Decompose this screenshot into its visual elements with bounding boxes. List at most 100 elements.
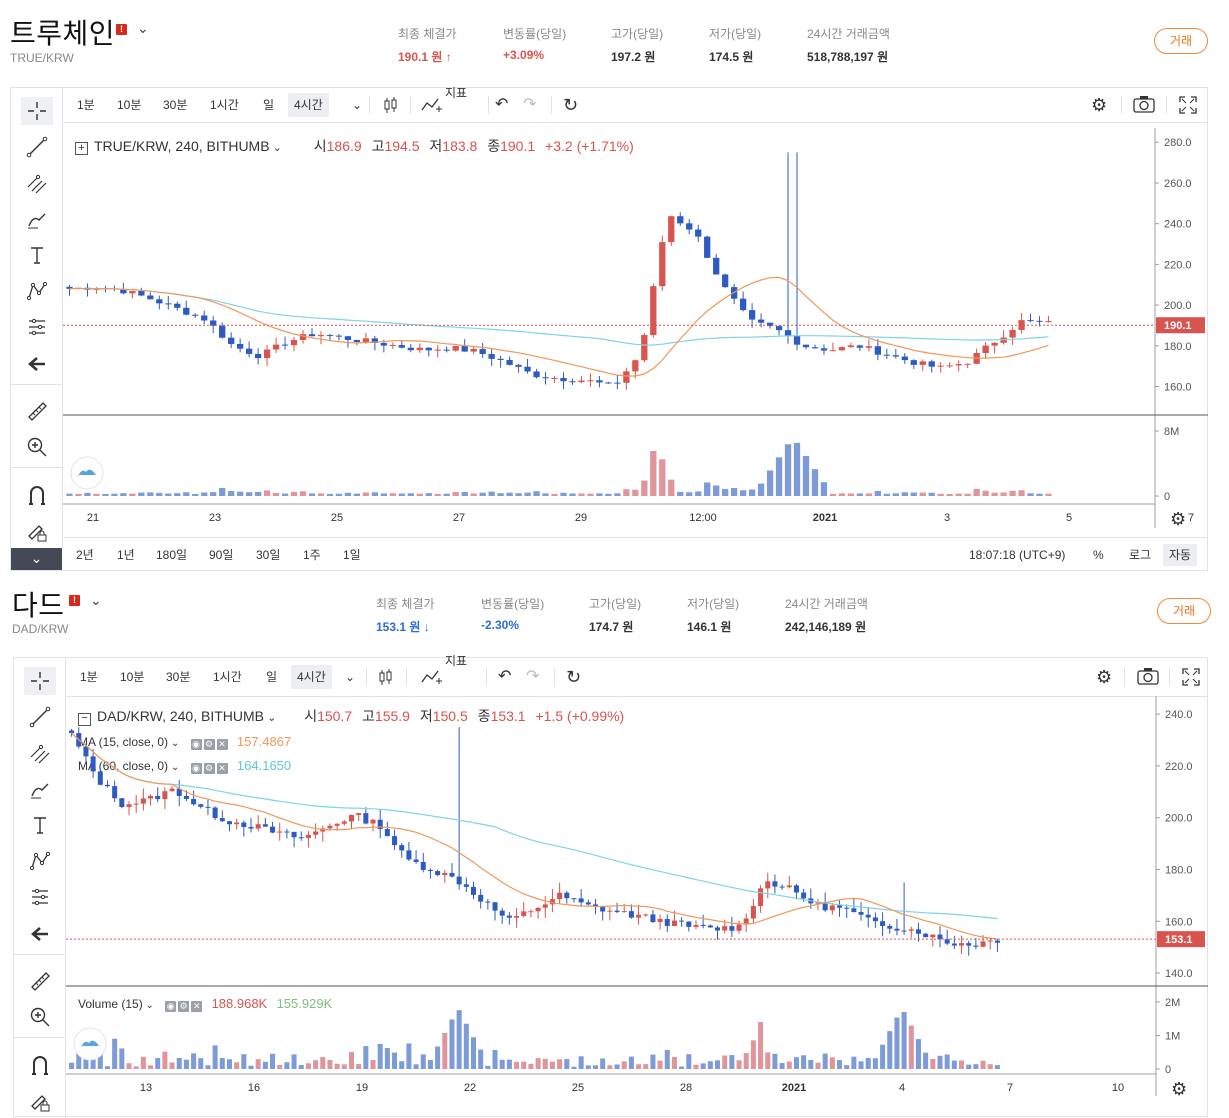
close-icon[interactable]: ✕ [191, 1001, 203, 1012]
reload-icon[interactable]: ↻ [563, 95, 579, 115]
scale-log[interactable]: 로그 [1129, 548, 1152, 562]
camera-icon[interactable] [1133, 88, 1155, 122]
brush-icon[interactable] [21, 205, 53, 233]
pattern-icon[interactable] [24, 847, 56, 875]
magnet-icon[interactable] [21, 481, 53, 509]
gear-icon[interactable]: ⚙ [203, 739, 215, 750]
chevron-down-icon[interactable]: ⌄ [345, 670, 356, 684]
axis-settings-icon[interactable]: ⚙ [1171, 1079, 1187, 1096]
range-1w[interactable]: 1주 [303, 548, 321, 562]
zoom-in-icon[interactable] [24, 1003, 56, 1031]
candle-type-icon[interactable] [383, 88, 399, 122]
lock-pencil-icon[interactable] [21, 518, 53, 546]
crosshair-icon[interactable] [24, 667, 56, 695]
tf-10m[interactable]: 10분 [120, 670, 145, 684]
candle [937, 926, 943, 948]
settings-icon[interactable]: ⚙ [1091, 95, 1108, 115]
ruler-icon[interactable] [24, 967, 56, 995]
settings-icon[interactable]: ⚙ [1096, 667, 1113, 687]
volume-bar [327, 1059, 333, 1069]
eye-icon[interactable]: ◉ [165, 1001, 177, 1012]
crosshair-icon[interactable] [21, 97, 53, 125]
tf-10m[interactable]: 10분 [117, 98, 142, 112]
brush-icon[interactable] [24, 775, 56, 803]
tf-1m[interactable]: 1분 [80, 670, 98, 684]
volume-bar [923, 1052, 929, 1069]
volume-bar [435, 1046, 441, 1069]
tf-30m[interactable]: 30분 [166, 670, 191, 684]
redo-icon[interactable]: ↷ [523, 96, 537, 113]
chevron-down-icon[interactable]: ⌄ [90, 592, 102, 608]
back-arrow-icon[interactable] [21, 350, 53, 378]
close-icon[interactable]: ✕ [216, 763, 228, 774]
collapse-icon[interactable]: ⌄ [11, 548, 62, 570]
candle [865, 339, 873, 352]
range-1y[interactable]: 1년 [117, 548, 135, 562]
tf-4h[interactable]: 4시간 [291, 665, 332, 689]
redo-icon[interactable]: ↷ [526, 668, 540, 685]
eye-icon[interactable]: ◉ [190, 739, 202, 750]
fullscreen-icon[interactable] [1179, 88, 1197, 122]
zoom-in-icon[interactable] [21, 433, 53, 461]
chevron-down-icon[interactable]: ⌄ [137, 20, 149, 36]
tf-30m[interactable]: 30분 [163, 98, 188, 112]
fib-icon[interactable] [24, 740, 56, 768]
trade-button[interactable]: 거래 [1154, 28, 1208, 54]
measure-icon[interactable] [24, 883, 56, 911]
range-90d[interactable]: 90일 [209, 548, 234, 562]
candle [713, 254, 720, 275]
range-30d[interactable]: 30일 [256, 548, 281, 562]
volume-bar [982, 490, 989, 496]
undo-icon[interactable]: ↶ [498, 668, 512, 685]
range-2y[interactable]: 2년 [76, 548, 94, 562]
magnet-icon[interactable] [24, 1051, 56, 1079]
range-180d[interactable]: 180일 [156, 548, 188, 562]
tf-day[interactable]: 일 [266, 670, 278, 684]
tradingview-logo-icon[interactable] [73, 1027, 107, 1061]
volume-bar [205, 1065, 211, 1069]
camera-icon[interactable] [1137, 658, 1159, 692]
lock-pencil-icon[interactable] [24, 1088, 56, 1116]
range-1d[interactable]: 1일 [343, 548, 361, 562]
undo-icon[interactable]: ↶ [495, 96, 509, 113]
expand-icon[interactable]: + [75, 142, 88, 155]
tf-1m[interactable]: 1분 [77, 98, 95, 112]
candle [470, 881, 477, 900]
tradingview-logo-icon[interactable] [70, 456, 104, 490]
pattern-icon[interactable] [21, 277, 53, 305]
text-icon[interactable] [24, 811, 56, 839]
text-icon[interactable] [21, 241, 53, 269]
tf-1h[interactable]: 1시간 [210, 98, 239, 112]
trend-line-icon[interactable] [21, 133, 53, 161]
back-arrow-icon[interactable] [24, 920, 56, 948]
gear-icon[interactable]: ⚙ [178, 1001, 190, 1012]
indicators-button[interactable]: 지표 [421, 654, 467, 692]
scale-auto[interactable]: 자동 [1163, 544, 1198, 566]
chevron-down-icon[interactable]: ⌄ [352, 98, 363, 112]
axis-settings-icon[interactable]: ⚙ [1170, 509, 1186, 528]
tf-1h[interactable]: 1시간 [213, 670, 242, 684]
price-chart[interactable]: 160.0 180.0 200.0 220.0 240.0 260.0 280.0 8M 0 21… [63, 128, 1208, 528]
eye-icon[interactable]: ◉ [190, 763, 202, 774]
price-chart[interactable]: 140.0 160.0 180.0 200.0 220.0 240.0 2M 1M 0 13 16 1… [66, 696, 1208, 1096]
trade-button[interactable]: 거래 [1157, 598, 1211, 624]
volume-bar [838, 493, 846, 496]
tf-4h[interactable]: 4시간 [288, 93, 329, 117]
volume-bar [413, 1064, 419, 1069]
tf-day[interactable]: 일 [263, 98, 275, 112]
collapse-legend-icon[interactable]: − [78, 713, 91, 726]
candle-type-icon[interactable] [378, 658, 394, 692]
indicators-button[interactable]: 지표 [421, 86, 467, 122]
scale-percent[interactable]: % [1093, 548, 1104, 562]
reload-icon[interactable]: ↻ [566, 667, 582, 687]
trend-line-icon[interactable] [24, 703, 56, 731]
fullscreen-icon[interactable] [1182, 658, 1200, 692]
close-icon[interactable]: ✕ [216, 739, 228, 750]
ruler-icon[interactable] [21, 397, 53, 425]
volume-bar [148, 1065, 154, 1069]
volume-bar [858, 1061, 864, 1069]
measure-icon[interactable] [21, 313, 53, 341]
gear-icon[interactable]: ⚙ [203, 763, 215, 774]
candle [478, 889, 484, 909]
fib-icon[interactable] [21, 170, 53, 198]
